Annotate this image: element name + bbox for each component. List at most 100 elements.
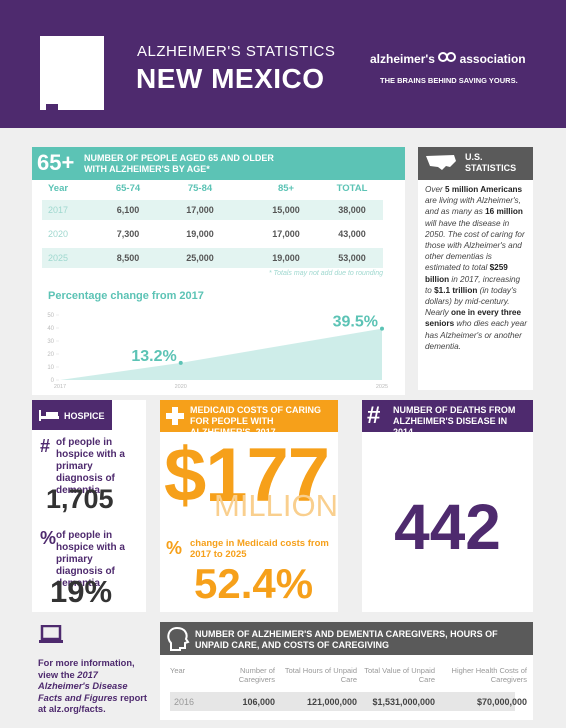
medicaid-change: 52.4% xyxy=(194,560,314,607)
badge: 65+ xyxy=(37,150,75,175)
cell: 8,500 xyxy=(116,253,140,263)
column-header: 65-74 xyxy=(115,183,141,194)
cell: 19,000 xyxy=(272,253,300,263)
more-info: For more information, view the 2017 Alzh… xyxy=(38,658,148,716)
column-header: Total Hours of Unpaid Care xyxy=(284,666,357,684)
age-header xyxy=(32,147,405,180)
logo: alzheimer's association xyxy=(370,51,526,66)
symbol: % xyxy=(40,528,57,548)
cell: 43,000 xyxy=(338,229,366,239)
logo-icon xyxy=(438,52,457,62)
caregivers-title: NUMBER OF ALZHEIMER'S AND DEMENTIA CAREG… xyxy=(195,629,498,650)
deaths-title: NUMBER OF DEATHS FROM ALZHEIMER'S DISEAS… xyxy=(393,405,516,437)
cell: $1,531,000,000 xyxy=(372,697,435,707)
x-tick-label: 2020 xyxy=(175,384,187,390)
medicaid-title: MEDICAID COSTS OF CARING FOR PEOPLE WITH… xyxy=(190,405,322,437)
x-tick-label: 2017 xyxy=(54,384,66,390)
cell: 25,000 xyxy=(186,253,214,263)
deaths-header xyxy=(362,400,533,432)
column-header: Total Value of Unpaid Care xyxy=(364,666,435,684)
head-icon xyxy=(167,626,190,651)
medicaid-panel xyxy=(160,400,338,612)
logo-right: association xyxy=(459,52,526,66)
text-run: 2017 Alzheimer's Disease Facts and Figur… xyxy=(38,669,128,703)
y-tick-label: 0 xyxy=(51,378,55,384)
deaths-value: 442 xyxy=(394,491,501,563)
text-run: will have the disease in 2050. The cost … xyxy=(425,218,525,273)
hospice-label: of people in hospice with a primary diag… xyxy=(56,530,125,589)
column-header: Number of Caregivers xyxy=(238,666,275,684)
cell: 53,000 xyxy=(338,253,366,263)
text-run: $259 billion xyxy=(425,263,508,284)
column-header: Year xyxy=(48,183,69,194)
cell: 17,000 xyxy=(272,229,300,239)
cross-icon xyxy=(166,407,184,425)
cell: 2016 xyxy=(174,697,195,707)
bed-icon xyxy=(39,410,59,421)
point xyxy=(178,360,183,365)
cell: 15,000 xyxy=(272,205,300,215)
text-run: (in today's dollars) by mid-century. Nea… xyxy=(425,285,517,318)
subtitle: ALZHEIMER'S STATISTICS xyxy=(137,43,336,60)
chart: 0 10 20 30 40 50 2017 2020 2025 13.2% 39.5% xyxy=(47,313,388,390)
footnote: * Totals may not add due to rounding xyxy=(268,270,383,277)
cell: 121,000,000 xyxy=(306,697,357,707)
row-band xyxy=(42,200,383,220)
symbol: # xyxy=(40,436,51,456)
row-band xyxy=(170,692,515,711)
value-label: 39.5% xyxy=(333,314,378,331)
age-title: NUMBER OF PEOPLE AGED 65 AND OLDER WITH … xyxy=(84,153,274,174)
symbol: % xyxy=(166,538,183,558)
medicaid-unit: MILLION xyxy=(214,488,339,523)
cell: 2025 xyxy=(48,253,69,263)
cell: 6,100 xyxy=(116,205,140,215)
us-title: U.S. STATISTICS xyxy=(465,152,517,173)
text-run: For more information, view the xyxy=(38,658,135,680)
medicaid-header xyxy=(160,400,338,432)
chart-title: Percentage change from 2017 xyxy=(48,290,204,302)
cell: 2020 xyxy=(48,229,69,239)
row-band xyxy=(42,248,383,268)
deaths-panel xyxy=(362,400,533,612)
cell: 19,000 xyxy=(186,229,214,239)
cell: 17,000 xyxy=(186,205,214,215)
text-run: in 2017, increasing to xyxy=(425,274,521,295)
laptop-icon xyxy=(39,625,63,643)
cell: $70,000,000 xyxy=(476,697,527,707)
value-label: 13.2% xyxy=(131,348,176,365)
hospice-value: 1,705 xyxy=(46,484,114,514)
cell: 106,000 xyxy=(242,697,275,707)
state-shape xyxy=(40,36,104,110)
hospice-title: HOSPICE xyxy=(64,411,105,421)
y-tick-label: 30 xyxy=(47,339,54,345)
column-header: TOTAL xyxy=(336,183,368,194)
medicaid-amount: $177 xyxy=(164,433,330,518)
column-header: Year xyxy=(170,666,186,675)
text-run: $1.1 trillion xyxy=(434,285,478,295)
hospice-header xyxy=(32,400,112,430)
text-run: report at alz.org/facts. xyxy=(38,692,148,715)
hospice-value: 19% xyxy=(50,574,113,609)
y-tick-label: 40 xyxy=(47,326,54,332)
hospice-label: of people in hospice with a primary diag… xyxy=(56,437,125,496)
title: NEW MEXICO xyxy=(136,63,325,94)
tagline: THE BRAINS BEHIND SAVING YOURS. xyxy=(380,76,518,85)
cell: 7,300 xyxy=(116,229,140,239)
point xyxy=(380,326,384,331)
logo-left: alzheimer's xyxy=(370,52,435,66)
hospice-panel xyxy=(32,400,146,612)
x-tick-label: 2025 xyxy=(376,384,388,390)
us-text: Over 5 million Americans are living with… xyxy=(425,184,528,352)
us-panel xyxy=(418,147,533,390)
column-header: 75-84 xyxy=(187,183,213,194)
y-tick-label: 50 xyxy=(47,313,54,319)
y-tick-label: 10 xyxy=(47,365,54,371)
medicaid-change-label: change in Medicaid costs from 2017 to 20… xyxy=(190,538,329,560)
text-run: 16 million xyxy=(485,207,523,217)
y-tick-label: 20 xyxy=(47,352,54,358)
area xyxy=(60,328,382,380)
text-run: Over xyxy=(425,185,446,194)
text-run: are living with Alzheimer's, and as many… xyxy=(425,196,521,217)
column-header: 85+ xyxy=(277,183,295,194)
